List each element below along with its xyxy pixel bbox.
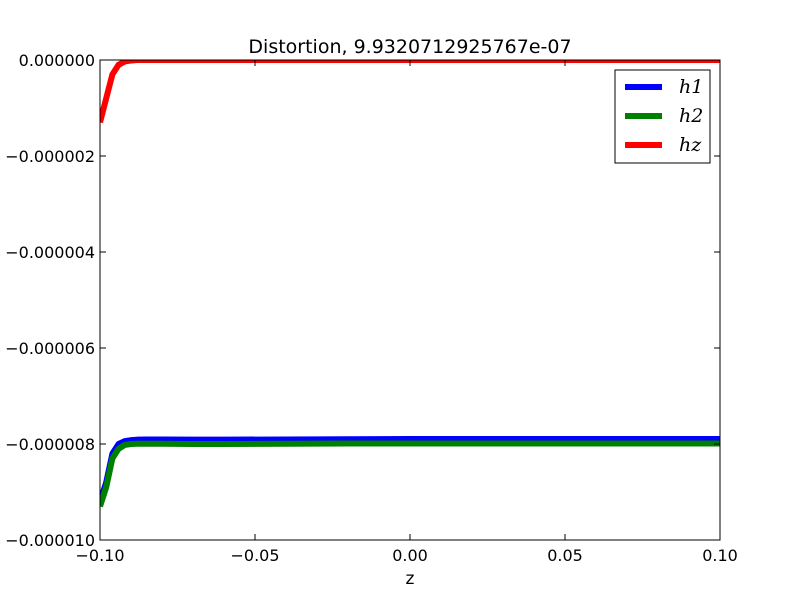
y-axis: 0.000000 −0.000002 −0.000004 −0.000006 −0.00… bbox=[5, 51, 720, 550]
y-tick-label: −0.000002 bbox=[5, 147, 95, 166]
series-line-h2 bbox=[100, 440, 720, 508]
x-tick-label: 0.05 bbox=[547, 546, 583, 565]
legend: h1 h2 hz bbox=[614, 69, 711, 164]
y-tick-label: −0.000006 bbox=[5, 339, 95, 358]
y-tick-label: 0.000000 bbox=[19, 51, 95, 70]
y-tick-label: −0.000004 bbox=[5, 243, 95, 262]
x-tick-label: 0.00 bbox=[392, 546, 428, 565]
y-tick-label: −0.000010 bbox=[5, 531, 95, 550]
series-line-h1 bbox=[100, 435, 720, 503]
chart-title: Distortion, 9.9320712925767e-07 bbox=[248, 36, 571, 58]
y-tick-label: −0.000008 bbox=[5, 435, 95, 454]
x-tick-label: −0.10 bbox=[75, 546, 124, 565]
legend-label-hz: hz bbox=[679, 134, 702, 156]
legend-label-h2: h2 bbox=[679, 105, 703, 127]
series-line-hz bbox=[100, 60, 720, 124]
x-tick-label: −0.05 bbox=[230, 546, 279, 565]
x-axis-label: z bbox=[406, 569, 415, 589]
x-axis: −0.10 −0.05 0.00 0.05 0.10 bbox=[75, 60, 738, 565]
x-tick-label: 0.10 bbox=[702, 546, 738, 565]
legend-label-h1: h1 bbox=[679, 76, 703, 98]
series-group bbox=[100, 60, 720, 508]
